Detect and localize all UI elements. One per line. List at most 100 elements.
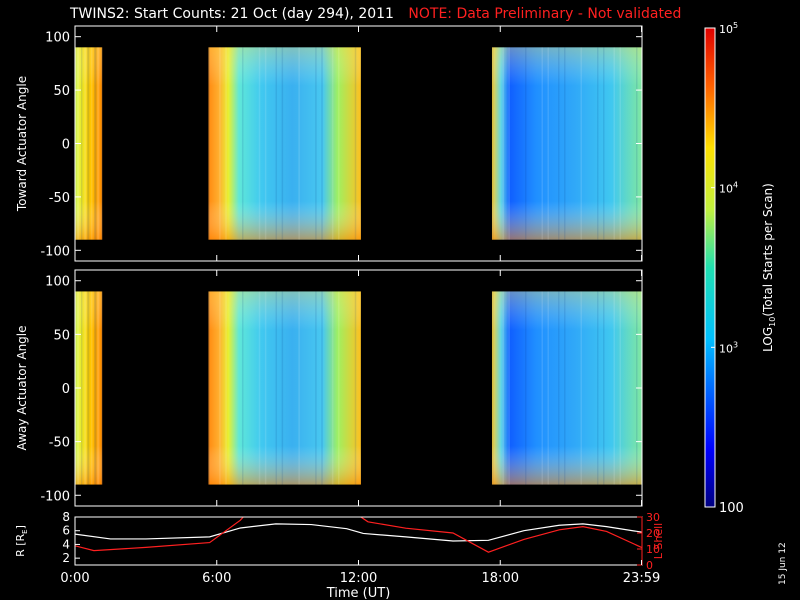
preliminary-note: NOTE: Data Preliminary - Not validated (408, 6, 682, 22)
toward-ytick-label: 50 (53, 84, 70, 99)
toward-streak (354, 47, 357, 240)
orbit-ytick-label: 8 (62, 510, 70, 524)
away-streak (264, 291, 267, 485)
toward-streak (94, 47, 96, 240)
toward-streak (275, 47, 278, 240)
away-streak (95, 291, 97, 485)
away-streak (563, 291, 566, 485)
toward-streak (524, 47, 527, 240)
toward-block-shade-2 (208, 47, 361, 240)
toward-ytick-label: -50 (49, 191, 70, 206)
away-streak (491, 291, 494, 485)
away-streak (613, 291, 615, 485)
radius-line (75, 523, 642, 542)
colorbar-frame (704, 27, 716, 508)
colorbar: 105 104 103 100 LOG10(Total Starts per Scan) (704, 21, 777, 516)
away-streak (354, 291, 357, 485)
away-streak (258, 291, 261, 485)
toward-streak (508, 47, 510, 240)
toward-streak (225, 47, 227, 240)
toward-streak (557, 47, 560, 240)
away-block-shade-2 (208, 291, 361, 485)
away-streak (208, 291, 210, 485)
away-streak (547, 291, 549, 485)
toward-streak (264, 47, 267, 240)
away-streak (602, 291, 605, 485)
toward-streak (491, 47, 494, 240)
toward-streak (602, 47, 605, 240)
colorbar-tick-label: 100 (719, 501, 744, 516)
toward-streak (91, 47, 93, 240)
colorbar-tick-label: 103 (719, 340, 738, 355)
away-streak (596, 291, 599, 485)
toward-streak (547, 47, 549, 240)
away-streak (580, 291, 582, 485)
away-ytick-label: 100 (45, 275, 70, 290)
toward-ylabel: Toward Actuator Angle (15, 76, 29, 212)
away-streak (502, 291, 504, 485)
orbit-ytick-label: 6 (62, 524, 70, 538)
orbit-y2tick-label: 20 (646, 527, 660, 540)
away-streak (83, 291, 86, 485)
toward-streak (101, 47, 103, 240)
away-streak (298, 291, 300, 485)
title-text: TWINS2: Start Counts: 21 Oct (day 294), … (70, 6, 394, 22)
away-streak (508, 291, 510, 485)
away-streak (321, 291, 323, 485)
away-block-shade-3 (491, 291, 642, 485)
toward-streak (86, 47, 89, 240)
away-ylabel: Away Actuator Angle (15, 325, 29, 450)
away-ytick-label: -100 (40, 489, 70, 504)
orbit-y2tick-label: 30 (646, 511, 660, 524)
away-streak (98, 291, 100, 485)
away-streak (88, 291, 90, 485)
away-streak (97, 291, 99, 485)
toward-streak (619, 47, 621, 240)
away-streak (101, 291, 103, 485)
toward-streak (88, 47, 90, 240)
lshell-line (75, 517, 642, 553)
away-ytick-label: 0 (62, 382, 70, 397)
away-ytick-label: -50 (49, 436, 70, 451)
toward-streak (613, 47, 615, 240)
away-streak (557, 291, 560, 485)
toward-streak (596, 47, 599, 240)
toward-streak (80, 47, 83, 240)
chart-title: TWINS2: Start Counts: 21 Oct (day 294), … (70, 6, 681, 22)
away-panel: 100 50 0 -50 -100 Away Actuator Angle (15, 269, 643, 507)
toward-streak (315, 47, 317, 240)
toward-streak (95, 47, 97, 240)
away-streak (86, 291, 89, 485)
toward-ytick-label: 0 (62, 138, 70, 153)
colorbar-tick-label: 105 (719, 21, 738, 36)
xtick-label: 23:59 (623, 571, 660, 586)
toward-streak (580, 47, 582, 240)
away-streak (281, 291, 284, 485)
orbit-y2tick-label: 10 (646, 543, 660, 556)
xaxis-label: Time (UT) (326, 586, 391, 600)
toward-streak (331, 47, 334, 240)
toward-streak (83, 47, 86, 240)
away-streak (524, 291, 527, 485)
toward-streak (98, 47, 100, 240)
orbit-y2label: L Shell (652, 523, 665, 559)
xtick-label: 12:00 (340, 571, 377, 586)
xtick-label: 6:00 (202, 571, 231, 586)
away-streak (541, 291, 543, 485)
orbit-ylabel: R [RE] (14, 525, 29, 557)
toward-streak (208, 47, 210, 240)
toward-streak (338, 47, 340, 240)
toward-streak (258, 47, 261, 240)
toward-streak (298, 47, 300, 240)
xtick-label: 0:00 (60, 571, 89, 586)
toward-streak (502, 47, 504, 240)
xtick-label: 18:00 (482, 571, 519, 586)
toward-streak (281, 47, 284, 240)
away-streak (219, 291, 221, 485)
away-streak (80, 291, 83, 485)
away-streak (275, 291, 278, 485)
toward-streak (242, 47, 244, 240)
